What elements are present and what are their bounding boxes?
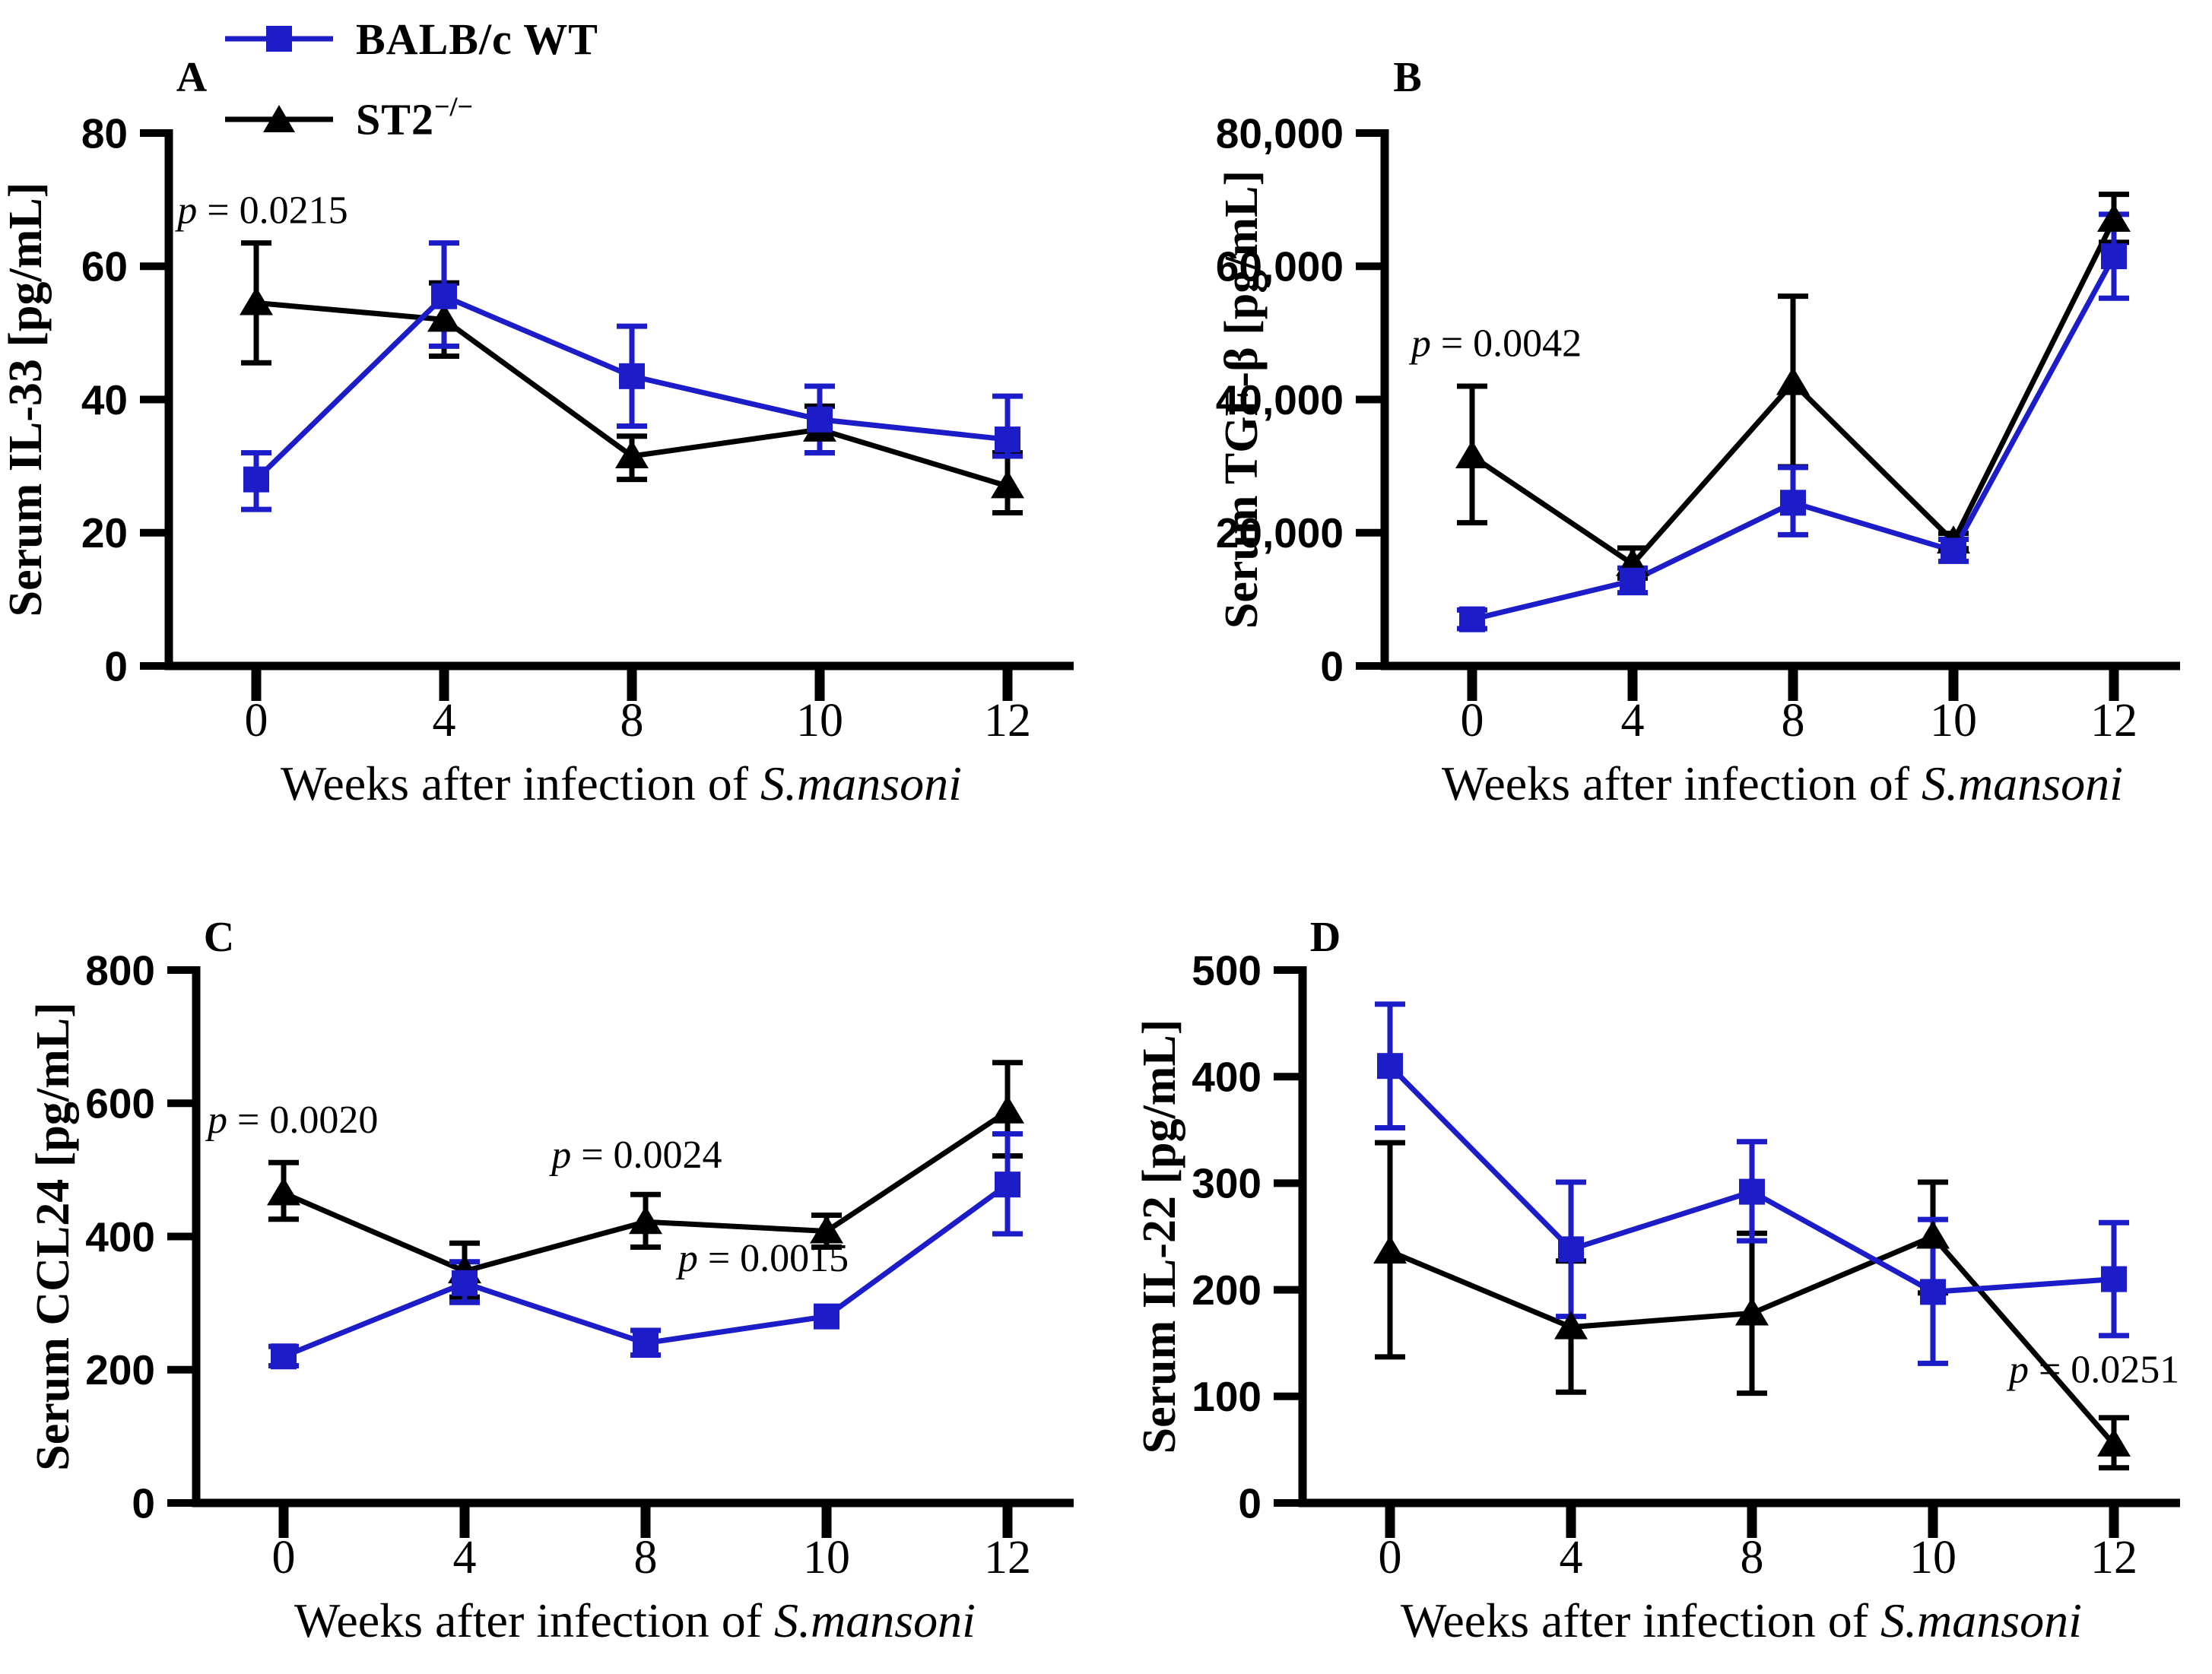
panel-letter: B	[1393, 54, 1421, 101]
y-axis: 0 200 400 600 800	[85, 946, 201, 1527]
x-axis: 0 4 8 10 12	[164, 661, 1074, 747]
y-axis-title: Serum TGF-β [pg/mL]	[1216, 170, 1268, 629]
series-markers-1	[243, 283, 1020, 493]
x-axis-title: Weeks after infection of S.mansoni	[281, 756, 962, 810]
x-tick-label: 0	[245, 695, 268, 747]
legend-item-balbc-wt: BALB/c WT	[222, 9, 598, 68]
x-tick-label: 10	[1930, 695, 1977, 747]
legend-item-st2-ko: ST2−/−	[222, 90, 598, 149]
y-axis: 0 20 40 60 80	[81, 109, 173, 690]
x-tick-label: 12	[984, 695, 1031, 747]
panel-d-chart: 0 100 200 300 400 500 0 4 8 10 12 Serum IL-22 [pg/m…	[1134, 914, 2180, 1647]
x-axis: 0 4 8 10 12	[1380, 661, 2180, 747]
legend-marker-triangle-icon	[225, 105, 333, 132]
y-tick-label: 400	[1192, 1053, 1262, 1100]
x-axis: 0 4 8 10 12	[1298, 1498, 2180, 1584]
p-value-annotation: p = 0.0020	[205, 1099, 378, 1142]
legend-marker-square-icon	[225, 26, 333, 52]
p-value-annotation: p = 0.0015	[675, 1237, 849, 1280]
y-tick-label: 500	[1192, 946, 1262, 994]
panel-c-chart: 0 200 400 600 800 0 4 8 10 12 Serum CCL24 [pg/mL] W…	[27, 914, 1074, 1647]
series-markers-1	[271, 1171, 1020, 1370]
y-tick-label: 600	[85, 1080, 155, 1127]
y-tick-label: 200	[1192, 1267, 1262, 1314]
legend-label-st2-ko: ST2−/−	[356, 91, 473, 144]
series-markers-1	[1459, 243, 2127, 633]
panel-d: 0 100 200 300 400 500 0 4 8 10 12 Serum IL-22 [pg/m…	[1106, 837, 2212, 1674]
p-value-annotation: p = 0.0024	[548, 1133, 722, 1177]
y-tick-label: 0	[1238, 1479, 1262, 1527]
x-tick-label: 12	[984, 1532, 1031, 1584]
p-value-annotation: p = 0.0042	[1408, 322, 1582, 366]
y-tick-label: 300	[1192, 1160, 1262, 1207]
x-tick-label: 10	[1909, 1532, 1957, 1584]
panel-a: 0 20 40 60 80 0 4 8 10 12 Serum IL-33 [pg/mL] Weeks…	[0, 0, 1106, 837]
x-axis-title: Weeks after infection of S.mansoni	[1401, 1593, 2082, 1647]
x-tick-label: 12	[2090, 695, 2137, 747]
p-value-annotation: p = 0.0251	[2006, 1349, 2179, 1392]
panel-b: 0 20,000 40,000 60,000 80,000 0 4 8 10 12 Serum TG…	[1106, 0, 2212, 837]
series-markers-0	[1373, 1220, 2131, 1457]
series-markers-1	[1377, 1053, 2127, 1305]
x-tick-label: 8	[1741, 1532, 1764, 1584]
x-axis-title: Weeks after infection of S.mansoni	[1442, 756, 2123, 810]
y-tick-label: 40,000	[1216, 376, 1344, 423]
y-tick-label: 80	[81, 109, 128, 157]
y-axis-title: Serum CCL24 [pg/mL]	[27, 1002, 79, 1471]
x-tick-label: 12	[2090, 1532, 2137, 1584]
x-tick-label: 8	[1782, 695, 1805, 747]
legend-label-st2-superscript: −/−	[433, 91, 473, 122]
y-tick-label: 20,000	[1216, 509, 1344, 556]
y-tick-label: 0	[1320, 642, 1344, 690]
y-tick-label: 60	[81, 243, 128, 290]
y-axis: 0 100 200 300 400 500	[1192, 946, 1307, 1527]
x-tick-label: 8	[620, 695, 644, 747]
y-tick-label: 800	[85, 946, 155, 994]
y-axis-title: Serum IL-22 [pg/mL]	[1134, 1019, 1185, 1454]
panel-b-chart: 0 20,000 40,000 60,000 80,000 0 4 8 10 12 Serum TG…	[1216, 54, 2180, 810]
panel-letter: C	[204, 914, 234, 961]
x-axis-title: Weeks after infection of S.mansoni	[294, 1593, 976, 1647]
panel-letter: D	[1310, 914, 1341, 961]
y-tick-label: 60,000	[1216, 243, 1344, 290]
y-tick-label: 0	[104, 642, 128, 690]
x-tick-label: 0	[272, 1532, 296, 1584]
series-error-bars-0	[268, 1060, 1023, 1300]
panel-letter: A	[176, 54, 208, 101]
series-error-bars-1	[241, 240, 1023, 512]
y-axis-title: Serum IL-33 [pg/mL]	[0, 182, 52, 617]
y-tick-label: 20	[81, 509, 128, 556]
panel-a-chart: 0 20 40 60 80 0 4 8 10 12 Serum IL-33 [pg/mL] Weeks…	[0, 54, 1074, 810]
x-tick-label: 8	[634, 1532, 658, 1584]
panel-c: 0 200 400 600 800 0 4 8 10 12 Serum CCL24 [pg/mL] W…	[0, 837, 1106, 1674]
x-tick-label: 10	[796, 695, 843, 747]
x-axis: 0 4 8 10 12	[192, 1498, 1074, 1584]
y-tick-label: 80,000	[1216, 109, 1344, 157]
y-tick-label: 100	[1192, 1373, 1262, 1420]
x-tick-label: 10	[803, 1532, 850, 1584]
legend: BALB/c WT ST2−/−	[222, 9, 598, 170]
y-tick-label: 0	[132, 1479, 155, 1527]
x-tick-label: 4	[453, 1532, 477, 1584]
x-tick-label: 4	[1560, 1532, 1583, 1584]
y-axis: 0 20,000 40,000 60,000 80,000	[1216, 109, 1389, 690]
legend-label-balbc-wt: BALB/c WT	[356, 14, 598, 64]
x-tick-label: 0	[1461, 695, 1484, 747]
x-tick-label: 4	[433, 695, 456, 747]
y-tick-label: 40	[81, 376, 128, 423]
y-tick-label: 200	[85, 1346, 155, 1393]
y-tick-label: 400	[85, 1213, 155, 1260]
x-tick-label: 4	[1621, 695, 1645, 747]
p-value-annotation: p = 0.0215	[174, 189, 348, 232]
x-tick-label: 0	[1379, 1532, 1402, 1584]
